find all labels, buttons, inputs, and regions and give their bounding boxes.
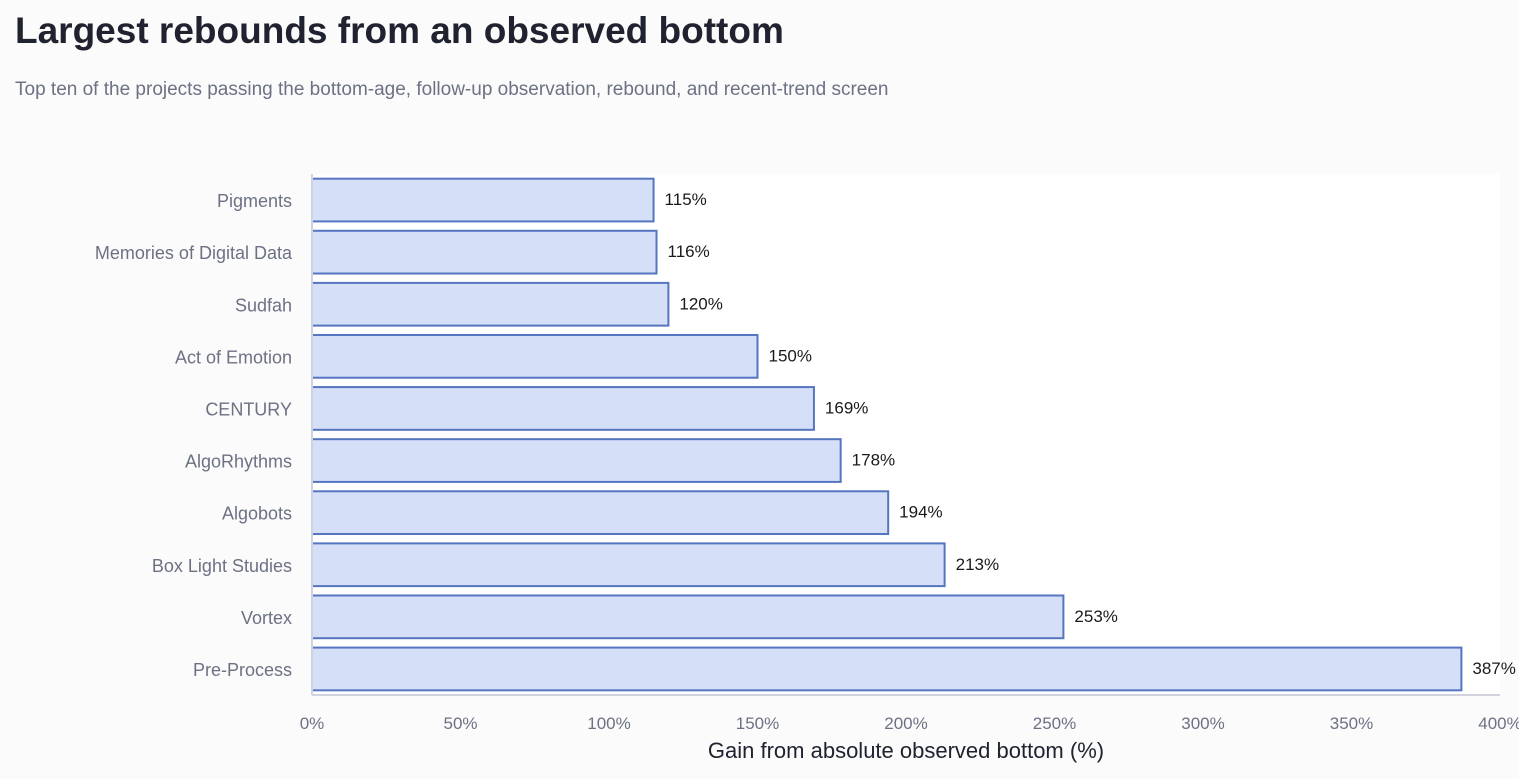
- bar: [311, 281, 670, 327]
- x-tick-label: 300%: [1181, 714, 1224, 733]
- value-label: 253%: [1074, 607, 1117, 626]
- bar: [311, 490, 890, 536]
- category-label: Pre-Process: [193, 660, 292, 680]
- value-label: 120%: [679, 294, 722, 313]
- x-tick-labels: 0% 50% 100% 150% 200% 250% 300% 350% 400%: [300, 714, 1519, 733]
- x-tick-label: 400%: [1478, 714, 1519, 733]
- chart-subtitle: Top ten of the projects passing the bott…: [15, 79, 889, 100]
- value-label: 178%: [852, 451, 895, 470]
- value-label: 169%: [825, 398, 868, 417]
- value-labels: 115% 116% 120% 150% 169% 178% 194% 213% 253% 387%: [665, 190, 1516, 678]
- value-label: 150%: [769, 346, 812, 365]
- bar: [311, 333, 759, 379]
- value-label: 194%: [899, 503, 942, 522]
- category-label: Algobots: [222, 504, 292, 524]
- value-label: 387%: [1472, 659, 1515, 678]
- x-axis-title: Gain from absolute observed bottom (%): [708, 738, 1104, 763]
- category-label: Memories of Digital Data: [95, 243, 293, 263]
- x-tick-label: 100%: [587, 714, 630, 733]
- category-label: Sudfah: [235, 295, 292, 315]
- category-label: Vortex: [241, 608, 292, 628]
- bars: [311, 177, 1463, 692]
- x-tick-label: 350%: [1330, 714, 1373, 733]
- bar: [311, 386, 815, 431]
- bar: [311, 438, 842, 483]
- bar: [311, 542, 946, 588]
- value-label: 116%: [668, 242, 710, 261]
- category-labels: Pigments Memories of Digital Data Sudfah Ac…: [95, 191, 293, 680]
- bar: [311, 646, 1463, 692]
- category-label: Pigments: [217, 191, 292, 211]
- category-label: Box Light Studies: [152, 556, 292, 576]
- x-tick-label: 50%: [443, 714, 477, 733]
- x-tick-label: 0%: [300, 714, 325, 733]
- category-label: CENTURY: [205, 399, 292, 419]
- bar: [311, 594, 1065, 640]
- x-tick-label: 150%: [736, 714, 779, 733]
- x-tick-label: 200%: [884, 714, 927, 733]
- chart-title: Largest rebounds from an observed bottom: [15, 10, 784, 51]
- bar: [311, 229, 658, 275]
- x-tick-label: 250%: [1033, 714, 1076, 733]
- bar: [311, 177, 655, 223]
- value-label: 213%: [956, 555, 999, 574]
- value-label: 115%: [665, 190, 707, 209]
- category-label: AlgoRhythms: [185, 452, 292, 472]
- category-label: Act of Emotion: [175, 347, 292, 367]
